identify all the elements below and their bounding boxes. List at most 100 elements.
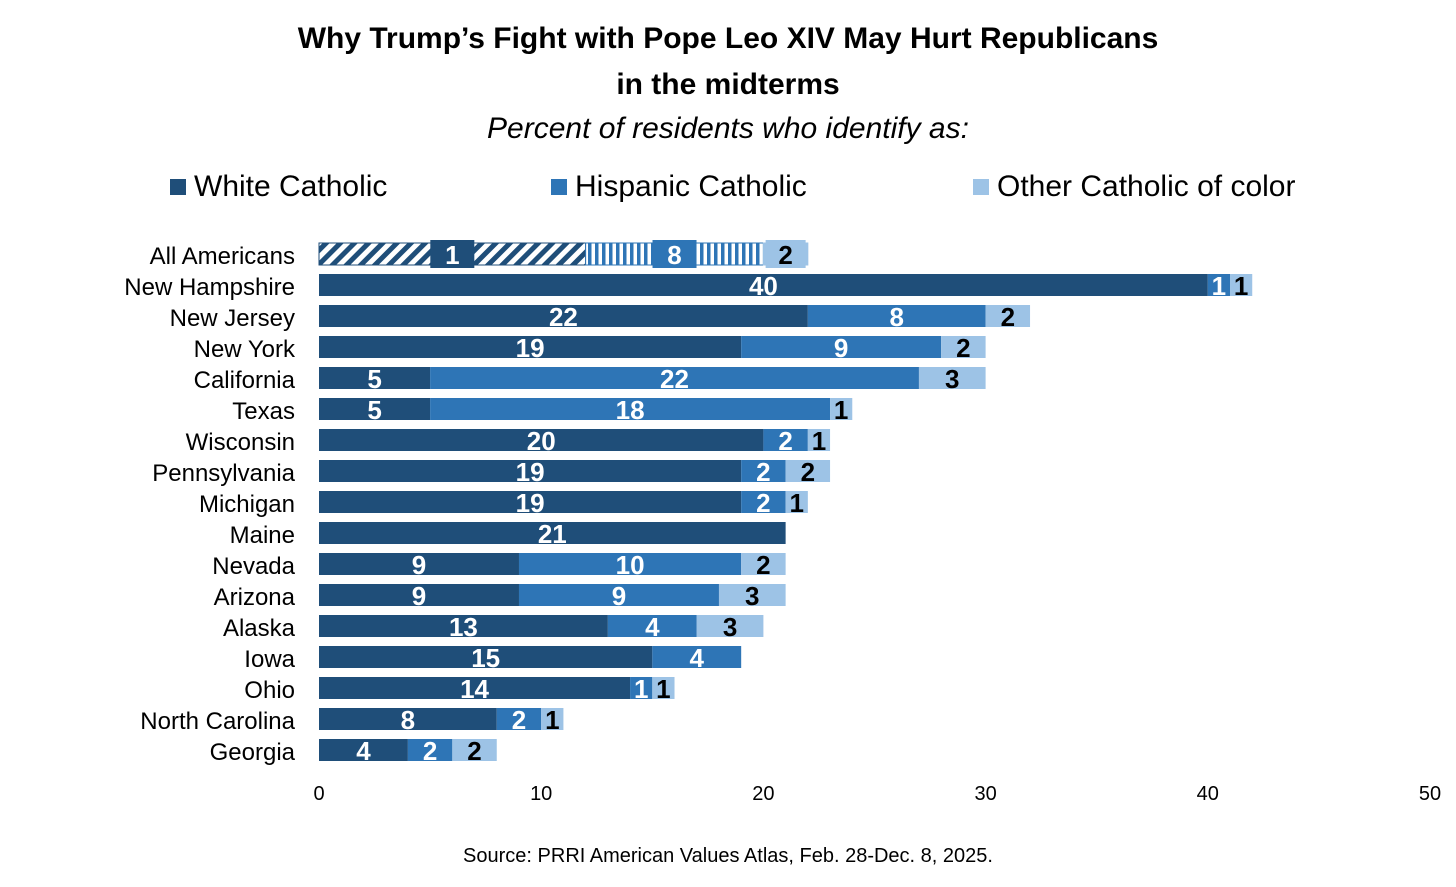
- data-label-white-catholic: 1: [445, 240, 459, 270]
- bar-row-maine: Maine 21: [230, 519, 786, 549]
- data-label-hispanic-catholic: 2: [756, 488, 770, 518]
- category-label: New York: [194, 336, 296, 363]
- category-label: Georgia: [210, 739, 296, 766]
- bar-row-texas: Texas 5 18 1: [232, 395, 853, 425]
- data-label-other-catholic-of-color: 2: [801, 457, 815, 487]
- data-label-white-catholic: 8: [401, 705, 415, 735]
- x-tick-label: 40: [1197, 783, 1219, 805]
- data-label-other-catholic-of-color: 1: [834, 395, 848, 425]
- data-label-other-catholic-of-color: 2: [467, 736, 481, 766]
- data-label-white-catholic: 19: [516, 333, 545, 363]
- bar-segment-other-catholic-of-color: [741, 553, 786, 575]
- bar-segment-other-catholic-of-color: [452, 739, 497, 761]
- bar-row-new-york: New York 19 9 2: [194, 333, 986, 363]
- bar-segment-white-catholic: [319, 274, 1208, 296]
- bar-segment-white-catholic: [319, 646, 653, 668]
- data-label-hispanic-catholic: 8: [667, 240, 681, 270]
- data-label-other-catholic-of-color: 2: [778, 240, 792, 270]
- bar-row-nevada: Nevada 9 10 2: [212, 550, 786, 580]
- bar-segment-white-catholic: [319, 367, 431, 389]
- data-label-other-catholic-of-color: 2: [1001, 302, 1015, 332]
- bar-segment-hispanic-catholic: [518, 584, 719, 606]
- bar-segment-other-catholic-of-color: [830, 398, 853, 420]
- bar-segment-hispanic-catholic: [607, 615, 697, 637]
- bar-segment-hispanic-catholic: [741, 460, 786, 482]
- x-axis: 0 10 20 30 40 50: [313, 783, 1441, 805]
- bar-segment-hispanic-catholic: [518, 553, 742, 575]
- bar-segment-white-catholic: [319, 522, 786, 544]
- data-label-hispanic-catholic: 2: [778, 426, 792, 456]
- data-label-white-catholic: 4: [356, 736, 371, 766]
- data-label-white-catholic: 9: [412, 581, 426, 611]
- category-label: All Americans: [150, 243, 295, 270]
- data-label-other-catholic-of-color: 3: [945, 364, 959, 394]
- bar-segment-white-catholic: [319, 739, 408, 761]
- data-label-other-catholic-of-color: 1: [656, 674, 670, 704]
- bar-segment-other-catholic-of-color: [918, 367, 986, 389]
- data-label-other-catholic-of-color: 1: [1234, 271, 1248, 301]
- bar-row-iowa: Iowa 15 4: [244, 643, 742, 673]
- bar-segment-hispanic-catholic: [430, 367, 919, 389]
- category-label: Texas: [232, 398, 295, 425]
- legend-label-hispanic-catholic: Hispanic Catholic: [575, 170, 807, 203]
- data-label-box: [765, 240, 806, 268]
- legend-swatch-white-catholic: [170, 179, 186, 195]
- data-label-box: [652, 240, 697, 268]
- data-label-hispanic-catholic: 4: [690, 643, 705, 673]
- category-label: New Hampshire: [124, 274, 295, 301]
- bar-segment-other-catholic-of-color: [652, 677, 675, 699]
- data-label-other-catholic-of-color: 3: [745, 581, 759, 611]
- bar-segment-white-catholic: [319, 491, 742, 513]
- bar-segment-hispanic-catholic: [652, 646, 742, 668]
- data-label-white-catholic: 14: [460, 674, 489, 704]
- bar-row-wisconsin: Wisconsin 20 2 1: [186, 426, 831, 456]
- data-label-hispanic-catholic: 9: [834, 333, 848, 363]
- bar-segment-other-catholic-of-color: [541, 708, 564, 730]
- data-label-white-catholic: 20: [527, 426, 556, 456]
- bar-segment-hispanic-catholic: [407, 739, 453, 761]
- data-label-white-catholic: 5: [367, 395, 381, 425]
- bar-segment-hispanic-catholic: [807, 305, 986, 327]
- bar-row-north-carolina: North Carolina 8 2 1: [140, 705, 564, 735]
- chart-title-line1: Why Trump’s Fight with Pope Leo XIV May …: [297, 22, 1159, 55]
- chart-subtitle: Percent of residents who identify as:: [487, 112, 969, 145]
- data-label-white-catholic: 9: [412, 550, 426, 580]
- bar-segment-other-catholic-of-color: [785, 491, 808, 513]
- x-tick-label: 50: [1419, 783, 1441, 805]
- category-label: California: [194, 367, 296, 394]
- legend-swatch-hispanic-catholic: [551, 179, 567, 195]
- bar-segment-other-catholic-of-color: [1230, 274, 1253, 296]
- bar-row-georgia: Georgia 4 2 2: [210, 736, 497, 766]
- bar-segment-white-catholic: [319, 615, 608, 637]
- legend-swatch-other-catholic: [973, 179, 989, 195]
- category-label: North Carolina: [140, 708, 295, 735]
- category-label: New Jersey: [170, 305, 295, 332]
- bar-segment-white-catholic: [319, 398, 431, 420]
- data-label-other-catholic-of-color: 2: [956, 333, 970, 363]
- data-label-white-catholic: 15: [471, 643, 500, 673]
- bar-row-arizona: Arizona 9 9 3: [214, 581, 786, 611]
- data-label-hispanic-catholic: 2: [512, 705, 526, 735]
- data-label-white-catholic: 5: [367, 364, 381, 394]
- data-label-white-catholic: 19: [516, 488, 545, 518]
- bar-segment-white-catholic: [319, 708, 497, 730]
- chart-title-line2: in the midterms: [616, 68, 840, 101]
- bar-segment-other-catholic-of-color: [807, 429, 831, 451]
- bar-segment-hispanic-catholic: [496, 708, 542, 730]
- bar-segment-other-catholic-of-color: [696, 615, 764, 637]
- data-label-other-catholic-of-color: 2: [756, 550, 770, 580]
- data-label-white-catholic: 22: [549, 302, 578, 332]
- legend-item-other-catholic: Other Catholic of color: [973, 170, 1295, 204]
- bar-row-michigan: Michigan 19 2 1: [199, 488, 808, 518]
- category-label: Arizona: [214, 584, 296, 611]
- bar-segment-white-catholic: [319, 460, 742, 482]
- category-label: Wisconsin: [186, 429, 295, 456]
- category-label: Pennsylvania: [152, 460, 295, 487]
- data-label-hispanic-catholic: 1: [1212, 271, 1226, 301]
- data-label-box: [430, 240, 475, 268]
- x-tick-label: 0: [313, 783, 324, 805]
- legend-item-white-catholic: White Catholic: [170, 170, 387, 204]
- bar-segment-white-catholic: [319, 336, 742, 358]
